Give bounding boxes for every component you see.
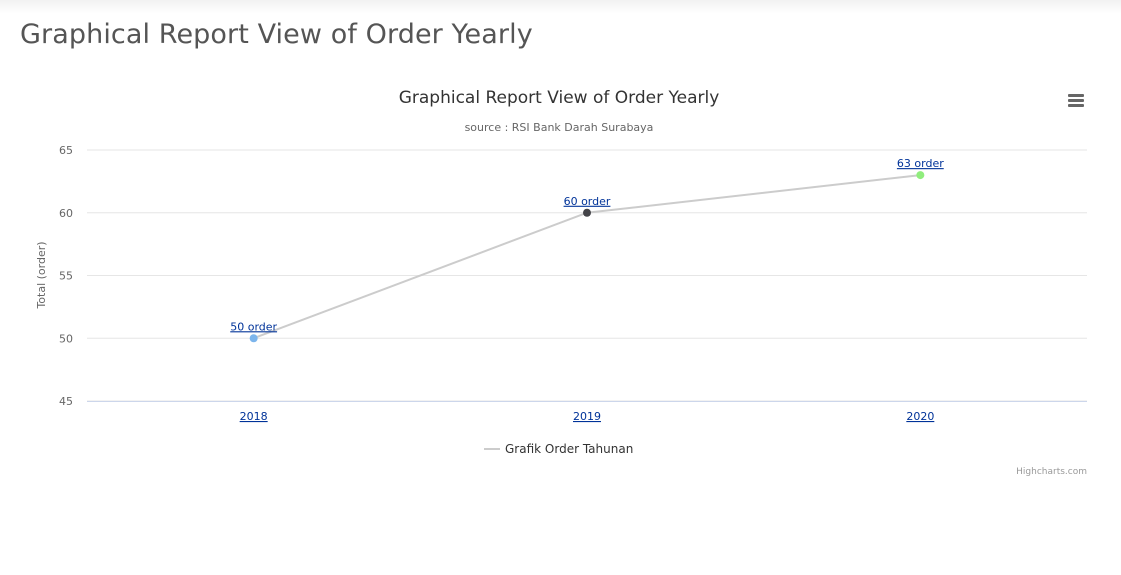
chart-title: Graphical Report View of Order Yearly	[399, 88, 720, 108]
axes: 45 50 55 60 65 2018 2019 2020	[59, 144, 1087, 423]
y-tick-label: 45	[59, 395, 73, 408]
grid	[87, 149, 1087, 402]
data-point[interactable]	[249, 334, 258, 343]
x-tick-label[interactable]: 2020	[906, 410, 934, 423]
y-tick-label: 50	[59, 332, 73, 345]
x-tick-label[interactable]: 2019	[573, 410, 601, 423]
credits-link[interactable]: Highcharts.com	[1016, 467, 1087, 477]
y-axis-title: Total (order)	[35, 241, 48, 309]
data-label[interactable]: 50 order	[230, 320, 277, 333]
x-tick-label[interactable]: 2018	[240, 410, 268, 423]
data-point[interactable]	[583, 208, 591, 217]
hamburger-menu-icon[interactable]	[1062, 88, 1090, 112]
y-tick-label: 55	[59, 270, 73, 283]
header-bar	[0, 0, 1121, 14]
legend[interactable]: Grafik Order Tahunan	[484, 442, 633, 456]
y-tick-label: 65	[59, 144, 73, 157]
data-label[interactable]: 63 order	[897, 157, 944, 170]
legend-item-label[interactable]: Grafik Order Tahunan	[505, 442, 633, 456]
data-point[interactable]	[916, 171, 925, 180]
data-label[interactable]: 60 order	[564, 195, 611, 208]
y-tick-label: 60	[59, 207, 73, 220]
chart-subtitle: source : RSI Bank Darah Surabaya	[465, 121, 654, 134]
series: 50 order 60 order 63 order	[230, 157, 944, 343]
page-title: Graphical Report View of Order Yearly	[20, 19, 533, 50]
